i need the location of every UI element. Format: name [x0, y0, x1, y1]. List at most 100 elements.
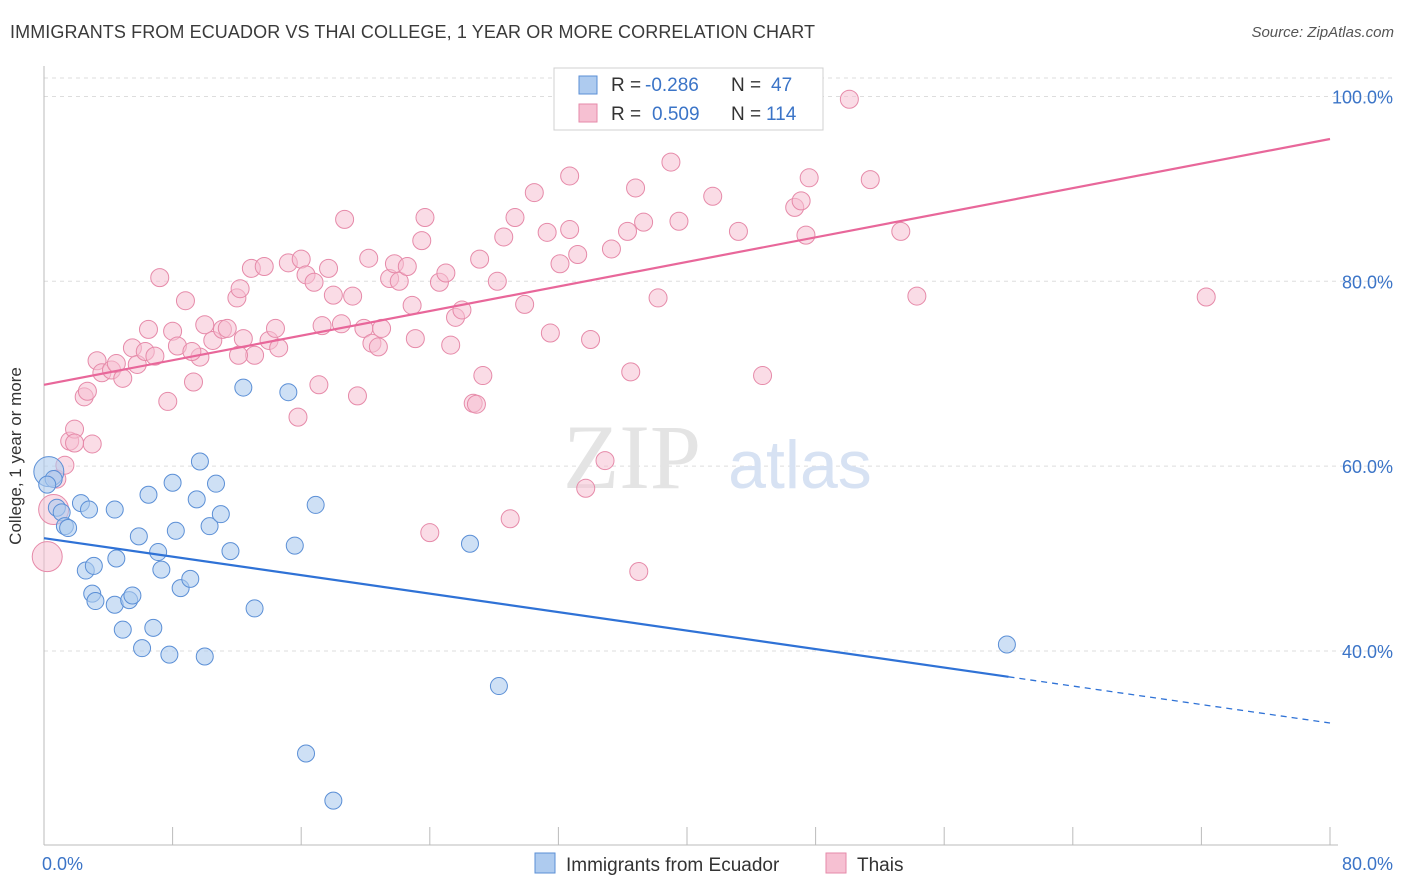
thai-point	[466, 394, 486, 414]
thai-point	[648, 288, 668, 308]
ecuador-point	[129, 527, 148, 546]
thai-point	[343, 286, 363, 306]
ecuador-point	[306, 495, 325, 514]
chart-title: IMMIGRANTS FROM ECUADOR VS THAI COLLEGE,…	[10, 22, 816, 42]
ecuador-points	[33, 378, 1016, 810]
ecuador-point	[139, 485, 158, 504]
y-tick-label: 100.0%	[1332, 87, 1393, 107]
thai-point	[150, 268, 170, 288]
thai-point	[661, 152, 681, 172]
ecuador-point	[59, 519, 78, 538]
thai-point	[254, 257, 274, 277]
thai-point	[175, 291, 195, 311]
ecuador-point	[133, 639, 152, 658]
ecuador-point	[123, 586, 142, 605]
thai-point	[245, 345, 265, 365]
legend-r-label: R =	[611, 104, 641, 125]
x-tick-label: 80.0%	[1342, 854, 1393, 874]
thai-point	[581, 330, 601, 350]
legend-swatch-ecuador	[578, 75, 598, 95]
ecuador-point	[187, 490, 206, 509]
thai-point	[753, 366, 773, 386]
thai-point	[138, 319, 158, 339]
thai-point	[540, 323, 560, 343]
thai-point	[415, 208, 435, 228]
thai-point	[799, 168, 819, 188]
thai-point	[405, 329, 425, 349]
thai-point	[601, 239, 621, 259]
bottom-legend-thai: Thais	[857, 855, 903, 876]
thai-point	[907, 286, 927, 306]
ecuador-point	[144, 618, 163, 637]
thai-point	[891, 221, 911, 241]
ecuador-point	[86, 592, 105, 611]
thai-point	[230, 279, 250, 299]
bottom-legend-swatch-ecuador	[534, 852, 556, 874]
ecuador-point	[200, 517, 219, 536]
thai-point	[183, 372, 203, 392]
ecuador-point	[107, 549, 126, 568]
ecuador-point	[221, 542, 240, 561]
thai-point	[319, 258, 339, 278]
ecuador-point	[38, 475, 57, 494]
thai-point	[420, 523, 440, 543]
thai-point	[524, 183, 544, 203]
ecuador-point	[245, 599, 264, 618]
y-tick-label: 80.0%	[1342, 272, 1393, 292]
legend-r-label: R =	[611, 75, 641, 96]
legend-n-label: N =	[731, 75, 761, 96]
thai-point	[568, 245, 588, 265]
thai-point	[473, 366, 493, 386]
ecuador-point	[160, 645, 179, 664]
thai-point	[618, 221, 638, 241]
thai-point	[195, 315, 215, 335]
thai-point	[309, 375, 329, 395]
thai-point	[65, 433, 85, 453]
ecuador-point	[997, 635, 1016, 654]
legend-n-value: 47	[771, 75, 792, 96]
thai-point	[229, 345, 249, 365]
ecuador-point	[297, 744, 316, 763]
thai-point	[304, 272, 324, 292]
thai-point	[288, 407, 308, 427]
thai-point	[487, 271, 507, 291]
thai-point	[621, 362, 641, 382]
ecuador-point	[152, 560, 171, 579]
thai-point	[550, 254, 570, 274]
thai-point	[31, 541, 63, 573]
thai-point	[441, 335, 461, 355]
bottom-legend-swatch-thai	[825, 852, 847, 874]
thai-point	[82, 434, 102, 454]
ecuador-point	[181, 569, 200, 588]
tick-labels: 40.0% 60.0% 80.0% 100.0% 0.0% 80.0%	[42, 87, 1393, 874]
ecuador-point	[489, 677, 508, 696]
thai-points	[31, 89, 1216, 581]
source-label: Source: ZipAtlas.com	[1251, 24, 1394, 41]
thai-point	[494, 227, 514, 247]
thai-point	[412, 231, 432, 251]
thai-point	[515, 294, 535, 314]
thai-point	[703, 186, 723, 206]
x-tick-label: 0.0%	[42, 854, 83, 874]
thai-point	[217, 318, 237, 338]
legend-n-label: N =	[731, 104, 761, 125]
axes	[43, 66, 1338, 846]
thai-point	[839, 89, 859, 109]
thai-point	[595, 451, 615, 471]
ecuador-point	[460, 534, 479, 553]
thai-point	[347, 386, 367, 406]
ecuador-point	[207, 474, 226, 493]
ecuador-point	[195, 647, 214, 666]
thai-point	[505, 208, 525, 228]
thai-point	[626, 178, 646, 198]
ecuador-point	[190, 452, 209, 471]
thai-point	[537, 222, 557, 242]
thai-point	[1196, 287, 1216, 307]
y-tick-label: 60.0%	[1342, 457, 1393, 477]
thai-point	[265, 318, 285, 338]
grid-lines	[44, 77, 1392, 652]
y-tick-label: 40.0%	[1342, 642, 1393, 662]
ecuador-point	[84, 556, 103, 575]
thai-trend-line	[43, 137, 1331, 386]
